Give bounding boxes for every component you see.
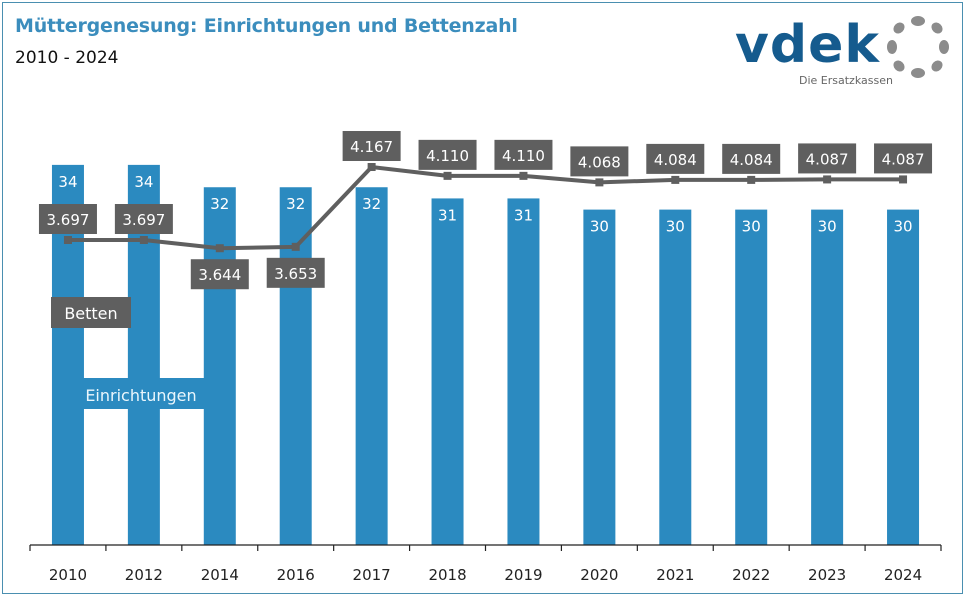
bar-label-2021: 30 bbox=[666, 218, 685, 236]
betten-point-2018 bbox=[443, 171, 452, 180]
bar-einrichtungen-2019 bbox=[507, 198, 540, 546]
x-tick-label-2020: 2020 bbox=[580, 566, 618, 584]
betten-label-2010: 3.697 bbox=[46, 211, 89, 229]
bar-einrichtungen-2021 bbox=[659, 209, 692, 545]
bar-einrichtungen-2018 bbox=[431, 198, 464, 546]
legend-betten-label: Betten bbox=[64, 304, 117, 323]
betten-label-box-2024 bbox=[874, 143, 933, 174]
betten-label-box-2017 bbox=[342, 131, 401, 162]
betten-label-2017: 4.167 bbox=[350, 138, 393, 156]
bar-label-2019: 31 bbox=[514, 206, 533, 224]
bar-einrichtungen-2023 bbox=[811, 209, 844, 545]
x-tick-label-2012: 2012 bbox=[125, 566, 163, 584]
x-tick-label-2024: 2024 bbox=[884, 566, 922, 584]
bar-einrichtungen-2014 bbox=[203, 187, 236, 546]
x-tick-label-2017: 2017 bbox=[353, 566, 391, 584]
betten-label-2023: 4.087 bbox=[806, 150, 849, 168]
bar-label-2016: 32 bbox=[286, 195, 305, 213]
betten-point-2023 bbox=[823, 175, 832, 184]
betten-point-2012 bbox=[139, 236, 148, 244]
betten-point-2016 bbox=[291, 242, 300, 251]
betten-label-box-2020 bbox=[570, 146, 629, 177]
bar-einrichtungen-2024 bbox=[887, 209, 920, 545]
betten-line bbox=[67, 165, 904, 251]
betten-label-box-2010 bbox=[38, 204, 97, 234]
betten-label-box-2018 bbox=[418, 139, 477, 170]
logo-tagline: Die Ersatzkassen bbox=[799, 74, 893, 87]
bar-label-2022: 30 bbox=[742, 218, 761, 236]
x-tick-label-2016: 2016 bbox=[277, 566, 315, 584]
betten-point-2021 bbox=[671, 175, 680, 184]
betten-label-2021: 4.084 bbox=[654, 151, 697, 169]
betten-label-2022: 4.084 bbox=[730, 151, 773, 169]
bar-einrichtungen-2016 bbox=[279, 187, 312, 546]
betten-label-box-2022 bbox=[722, 143, 781, 174]
bar-label-2024: 30 bbox=[893, 218, 912, 236]
vdek-logo: vdek Die Ersatzkassen bbox=[735, 12, 955, 92]
betten-label-2012: 3.697 bbox=[122, 211, 165, 229]
betten-point-2019 bbox=[519, 171, 528, 180]
betten-point-2024 bbox=[899, 175, 908, 184]
bar-label-2018: 31 bbox=[438, 206, 457, 224]
logo-wordmark: vdek bbox=[735, 15, 880, 75]
betten-label-box-2012 bbox=[114, 204, 173, 234]
bar-einrichtungen-2017 bbox=[355, 187, 388, 546]
betten-label-2020: 4.068 bbox=[578, 153, 621, 171]
bar-label-2017: 32 bbox=[362, 195, 381, 213]
betten-label-2024: 4.087 bbox=[882, 150, 925, 168]
betten-label-box-2021 bbox=[646, 143, 705, 174]
x-tick-label-2010: 2010 bbox=[49, 566, 87, 584]
legend-betten-box bbox=[51, 297, 131, 328]
betten-label-2018: 4.110 bbox=[426, 147, 469, 165]
bar-einrichtungen-2020 bbox=[583, 209, 616, 545]
betten-label-box-2016 bbox=[266, 257, 325, 288]
betten-point-2020 bbox=[595, 178, 604, 187]
x-tick-label-2019: 2019 bbox=[504, 566, 542, 584]
bar-label-2010: 34 bbox=[58, 173, 77, 191]
ring-of-dots-icon bbox=[887, 16, 949, 78]
betten-point-2014 bbox=[215, 244, 224, 253]
betten-label-box-2023 bbox=[798, 143, 857, 174]
bar-label-2014: 32 bbox=[210, 195, 229, 213]
betten-label-box-2019 bbox=[494, 139, 553, 170]
x-tick-label-2022: 2022 bbox=[732, 566, 770, 584]
betten-point-2022 bbox=[747, 175, 756, 184]
betten-label-2019: 4.110 bbox=[502, 147, 545, 165]
x-tick-label-2018: 2018 bbox=[428, 566, 466, 584]
betten-point-2017 bbox=[367, 163, 376, 172]
legend-einrichtungen-box bbox=[82, 378, 235, 409]
bar-label-2020: 30 bbox=[590, 218, 609, 236]
chart-subtitle: 2010 - 2024 bbox=[15, 48, 119, 68]
legend-einrichtungen-label: Einrichtungen bbox=[85, 386, 196, 405]
betten-label-box-2014 bbox=[190, 259, 249, 290]
bar-label-2023: 30 bbox=[818, 218, 837, 236]
betten-label-2016: 3.653 bbox=[274, 265, 317, 283]
betten-label-2014: 3.644 bbox=[198, 266, 241, 284]
bar-einrichtungen-2022 bbox=[735, 209, 768, 545]
x-tick-label-2021: 2021 bbox=[656, 566, 694, 584]
x-tick-label-2014: 2014 bbox=[201, 566, 239, 584]
chart-title: Müttergenesung: Einrichtungen und Betten… bbox=[15, 15, 518, 37]
x-tick-label-2023: 2023 bbox=[808, 566, 846, 584]
betten-point-2010 bbox=[63, 236, 72, 244]
bar-label-2012: 34 bbox=[134, 173, 153, 191]
